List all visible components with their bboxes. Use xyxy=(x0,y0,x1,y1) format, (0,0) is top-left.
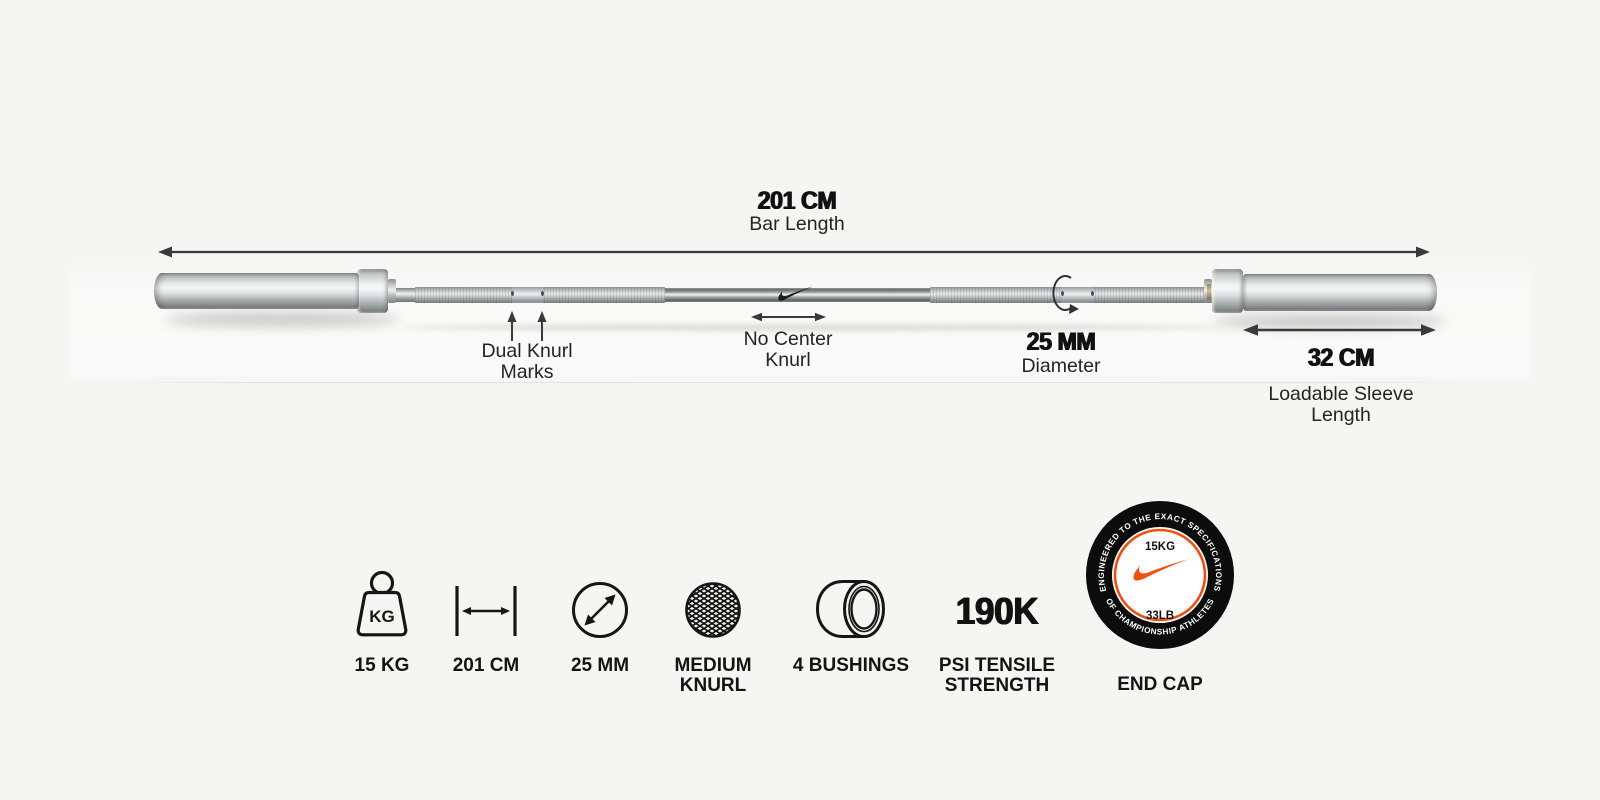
spec-label-endcap: END CAP xyxy=(1117,674,1203,695)
knurl-mark xyxy=(541,291,544,296)
spec-label-length: 201 CM xyxy=(452,655,520,676)
endcap-badge: ENGINEERED TO THE EXACT SPECIFICATIONS O… xyxy=(1086,501,1234,649)
weight-icon: KG xyxy=(356,570,408,637)
right-sleeve xyxy=(1243,274,1437,311)
sleeve-shadow xyxy=(1212,315,1447,328)
badge-kg-text: 15KG xyxy=(1145,541,1175,553)
length-icon xyxy=(455,586,517,636)
dual-knurl-label: Dual Knurl Marks xyxy=(481,340,573,383)
bar-shadow xyxy=(400,325,1220,330)
right-collar xyxy=(1212,269,1243,313)
svg-text:KG: KG xyxy=(369,607,395,626)
spec-label-bushings: 4 BUSHINGS xyxy=(792,655,910,676)
knurl-mark xyxy=(1091,291,1094,296)
bushing-icon xyxy=(815,580,885,638)
diameter-icon xyxy=(572,582,628,638)
sleeve-length-value: 32 CM xyxy=(1307,344,1375,372)
no-center-knurl-label: No Center Knurl xyxy=(743,328,833,371)
bar-length-value: 201 CM xyxy=(757,187,837,215)
nike-swoosh-bar-logo xyxy=(778,286,814,301)
rotation-arrow-icon xyxy=(1052,275,1079,314)
spec-label-weight: 15 KG xyxy=(354,655,410,676)
collar-step xyxy=(388,279,396,303)
badge-lb-text: 33LB xyxy=(1146,610,1174,622)
diameter-label: Diameter xyxy=(1021,355,1101,377)
spec-label-tensile: PSI TENSILE STRENGTH xyxy=(938,655,1056,696)
knurl-mark-band-left xyxy=(512,287,543,303)
knurl-mark-band-right xyxy=(1062,287,1093,303)
nike-swoosh-badge-logo xyxy=(1133,558,1189,581)
knurl-icon xyxy=(685,582,741,638)
smooth-center-section xyxy=(665,289,930,301)
bushing-ring xyxy=(1207,284,1211,300)
knurl-mark xyxy=(511,291,514,296)
knurl-mark xyxy=(1061,291,1064,296)
diameter-value: 25 MM xyxy=(1026,328,1096,356)
left-sleeve xyxy=(154,273,359,309)
backdrop-seam-line xyxy=(95,382,1505,383)
sleeve-length-label: Loadable Sleeve Length xyxy=(1268,383,1414,426)
spec-label-diameter: 25 MM xyxy=(570,655,630,676)
tensile-value: 190K xyxy=(955,591,1039,633)
spec-label-knurl: MEDIUM KNURL xyxy=(674,655,752,696)
left-collar xyxy=(357,269,388,313)
sleeve-shadow xyxy=(165,313,400,326)
bar-length-label: Bar Length xyxy=(749,213,845,235)
